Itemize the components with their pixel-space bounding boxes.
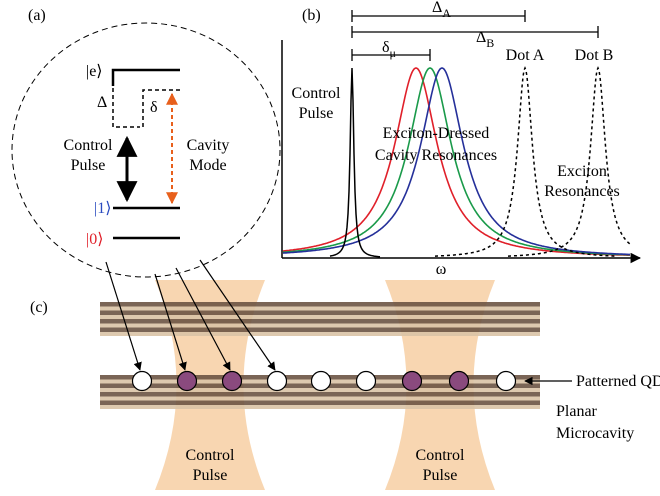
cavity-label: Planar: [556, 403, 598, 420]
pulse-label: Control: [416, 447, 465, 464]
axis-label: ω: [436, 261, 447, 278]
mirror-layer: [100, 319, 540, 324]
levels: [113, 70, 180, 238]
symbol: Δ: [476, 29, 486, 46]
mirror-layer: [100, 397, 540, 401]
dot-label: Dot B: [575, 47, 614, 64]
cavity-label: Cavity: [187, 137, 230, 154]
mirror-layer: [100, 401, 540, 406]
subscript: μ: [390, 46, 396, 60]
resonance-label: Exciton-Dressed: [383, 125, 490, 142]
qd-label: Patterned QDs: [576, 373, 660, 390]
mirror-layer: [100, 302, 540, 307]
level-label: |1⟩: [94, 200, 111, 217]
symbol: Δ: [432, 0, 442, 16]
quantum-dot: [497, 372, 516, 391]
mirror-layer: [100, 332, 540, 336]
mirror-layer: [100, 324, 540, 328]
quantum-dots: [133, 372, 516, 391]
mirror-layer: [100, 315, 540, 319]
mirror-layer: [100, 328, 540, 333]
quantum-dot: [357, 372, 376, 391]
subscript: B: [486, 36, 494, 50]
panel-label: (b): [302, 7, 321, 24]
detuning-label: Δ: [97, 94, 107, 111]
detuning-label: δ: [150, 99, 158, 116]
panel-label: (a): [28, 7, 46, 24]
mirror-layer: [100, 405, 540, 409]
delta-a: ΔA: [432, 0, 451, 20]
pulse-label: Control: [186, 447, 235, 464]
quantum-dot: [403, 372, 422, 391]
level-label: |0⟩: [86, 231, 103, 248]
pulse-label: Pulse: [423, 467, 458, 484]
control-label: Pulse: [71, 157, 106, 174]
resonance-label: Exciton: [557, 163, 607, 180]
mirror-layer: [100, 392, 540, 397]
panel-label: (c): [30, 299, 48, 316]
quantum-dot: [312, 372, 331, 391]
control-label: Pulse: [299, 105, 334, 122]
quantum-dot: [223, 372, 242, 391]
quantum-dot: [268, 372, 287, 391]
cavity-label: Microcavity: [556, 425, 634, 442]
resonance-label: Resonances: [544, 183, 620, 200]
control-label: Control: [292, 85, 341, 102]
subscript: A: [442, 6, 451, 20]
delta-mu: δμ: [382, 39, 396, 60]
cavity-label: Mode: [189, 157, 226, 174]
pulse-label: Pulse: [193, 467, 228, 484]
level-label: |e⟩: [86, 63, 103, 80]
figure: (a) |e⟩ |1⟩ |0⟩ Δ δ Control Pulse Cavity…: [0, 0, 660, 496]
detuning-lines: [113, 88, 180, 127]
symbol: δ: [382, 39, 390, 56]
quantum-dot: [178, 372, 197, 391]
dot-label: Dot A: [506, 47, 545, 64]
quantum-dot: [133, 372, 152, 391]
resonance-label: Cavity Resonances: [375, 147, 497, 164]
control-label: Control: [64, 137, 113, 154]
quantum-dot: [450, 372, 469, 391]
